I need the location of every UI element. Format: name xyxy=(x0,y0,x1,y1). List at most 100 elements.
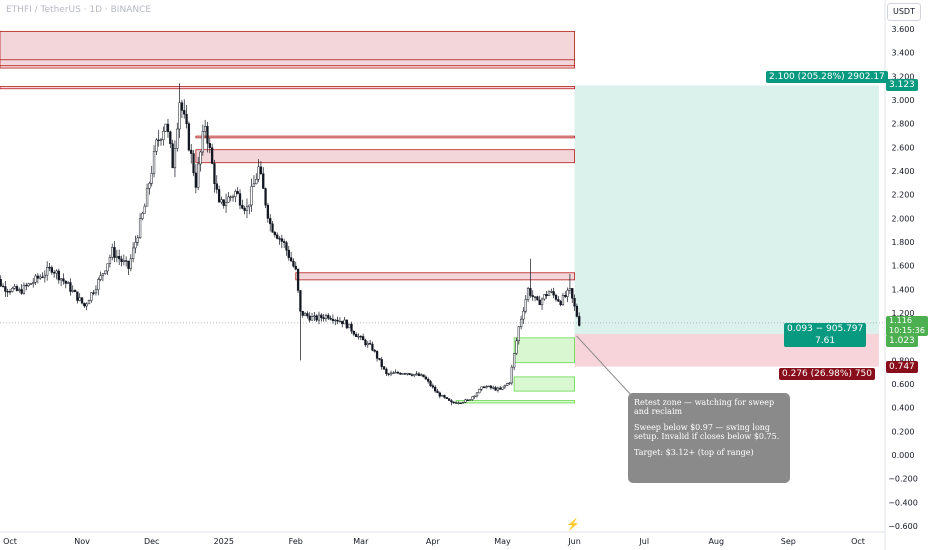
y-tick-label: 2.800 xyxy=(892,120,915,129)
candle-body xyxy=(473,395,476,398)
candle-body xyxy=(489,385,493,389)
candle-body xyxy=(122,260,125,262)
candle-body xyxy=(315,315,318,321)
candle-body xyxy=(510,366,513,384)
candle-body xyxy=(34,275,37,283)
candle-body xyxy=(18,289,21,291)
candle-body xyxy=(220,199,223,203)
candle-body xyxy=(499,387,502,390)
currency-selector[interactable]: USDT xyxy=(887,3,921,21)
candle-body xyxy=(22,284,26,294)
candle-body xyxy=(578,316,581,326)
candle-body xyxy=(385,368,388,374)
candle-body xyxy=(282,241,286,243)
candle-body xyxy=(357,336,360,338)
candle-body xyxy=(294,265,297,270)
candle-body xyxy=(148,183,151,189)
candle-body xyxy=(245,206,249,211)
annotation-callout[interactable]: Retest zone — watching for sweep and rec… xyxy=(628,393,790,483)
candle-body xyxy=(320,314,323,318)
candle-body xyxy=(571,288,574,299)
candle-body xyxy=(334,319,337,322)
candle-body xyxy=(280,238,283,242)
candle-body xyxy=(375,351,379,359)
resistance-zone xyxy=(0,59,575,67)
candle-body xyxy=(331,318,335,321)
y-tick-label: 2.600 xyxy=(892,143,915,152)
note-sweep: Sweep below $0.97 — swing long setup. In… xyxy=(634,423,780,441)
y-tick-label: 3.200 xyxy=(892,72,915,81)
candle-body xyxy=(524,299,527,312)
candle-body xyxy=(355,333,358,337)
candle-body xyxy=(429,381,432,386)
candle-body xyxy=(575,305,579,317)
candle-body xyxy=(410,374,414,376)
candle-body xyxy=(399,372,402,375)
candle-body xyxy=(420,374,423,376)
candle-body xyxy=(306,313,309,317)
candle-body xyxy=(255,179,258,185)
profit-label: 2.100 (205.28%) 2902.17 xyxy=(766,71,888,84)
candle-body xyxy=(415,373,418,375)
candle-body xyxy=(503,385,507,388)
resistance-zone xyxy=(0,85,575,90)
candle-body xyxy=(317,314,321,321)
lightning-icon[interactable]: ⚡ xyxy=(566,518,580,531)
candle-body xyxy=(559,300,562,305)
candle-body xyxy=(27,283,30,287)
candle-body xyxy=(352,330,355,335)
candle-body xyxy=(273,231,277,236)
candle-body xyxy=(359,336,362,338)
candle-body xyxy=(519,318,523,328)
candle-body xyxy=(299,290,302,312)
candle-body xyxy=(259,166,263,174)
candle-body xyxy=(66,282,70,284)
resistance-zone xyxy=(195,149,575,164)
candle-body xyxy=(92,292,95,294)
x-tick-label: Dec xyxy=(144,537,159,546)
candle-body xyxy=(76,291,79,301)
candle-body xyxy=(276,234,279,239)
candle-body xyxy=(517,326,520,342)
candle-body xyxy=(241,204,244,209)
x-tick-label: Feb xyxy=(289,537,303,546)
candle-body xyxy=(252,183,256,187)
loss-label: 0.276 (26.98%) 750 xyxy=(779,367,876,380)
candle-body xyxy=(194,172,198,188)
candle-body xyxy=(183,110,186,115)
candle-body xyxy=(382,366,386,370)
candle-body xyxy=(229,196,232,198)
candle-body xyxy=(64,280,67,284)
candle-body xyxy=(62,278,65,282)
candle-body xyxy=(327,315,330,319)
candle-body xyxy=(394,371,397,374)
candle-body xyxy=(208,143,211,148)
price-tag-current-value: 1.116 xyxy=(889,315,912,325)
candle-body xyxy=(564,295,567,297)
candle-body xyxy=(431,385,434,388)
candle-body xyxy=(248,204,251,208)
candle-body xyxy=(313,315,316,317)
candle-body xyxy=(329,317,332,320)
candle-body xyxy=(285,242,288,251)
y-tick-label: 1.200 xyxy=(892,309,915,318)
y-tick-label: 0.200 xyxy=(892,427,915,436)
candle-body xyxy=(522,310,525,320)
candle-body xyxy=(69,282,72,292)
candle-body xyxy=(454,402,458,404)
candle-body xyxy=(443,394,446,398)
candle-body xyxy=(392,372,395,374)
candle-body xyxy=(87,300,91,305)
candle-body xyxy=(533,296,537,298)
candle-body xyxy=(162,130,165,140)
candle-body xyxy=(213,163,216,184)
y-tick-label: 1.800 xyxy=(892,238,915,247)
candle-body xyxy=(25,284,28,287)
candle-body xyxy=(387,373,390,375)
candle-body xyxy=(552,291,555,296)
candle-body xyxy=(445,397,448,399)
candle-body xyxy=(401,373,404,375)
candle-body xyxy=(125,260,128,262)
candle-body xyxy=(422,374,425,378)
